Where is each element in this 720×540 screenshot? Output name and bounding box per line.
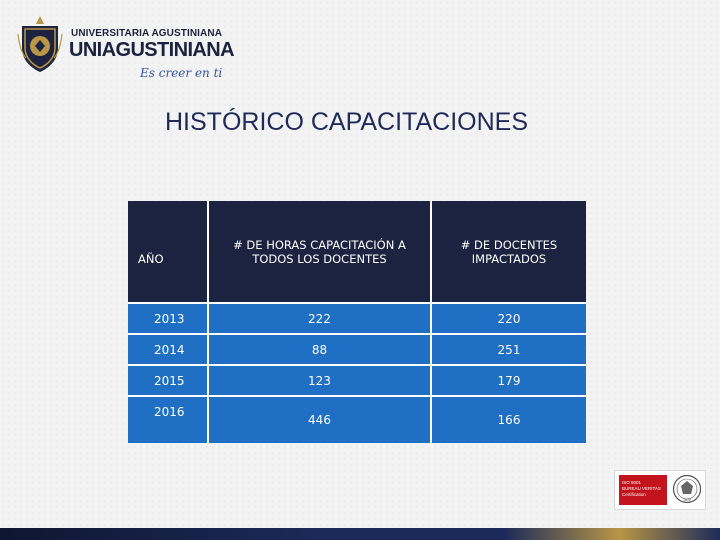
cell-year: 2013 <box>128 302 208 334</box>
cert-line-1: ISO 9001 <box>622 480 642 485</box>
header-training-hours: # DE HORAS CAPACITACIÓN A TODOS LOS DOCE… <box>207 201 431 303</box>
logo-line-1: UNIVERSITARIA AGUSTINIANA <box>71 28 223 39</box>
university-crest-icon <box>17 16 63 72</box>
cell-teachers: 220 <box>430 302 586 334</box>
logo-slogan: Es creer en ti <box>140 66 223 80</box>
table-header-row: AÑO # DE HORAS CAPACITACIÓN A TODOS LOS … <box>128 201 586 303</box>
cell-year: 2016 <box>128 395 208 443</box>
certification-badge: ISO 9001 BUREAU VERITAS Certification 18… <box>614 470 706 510</box>
table-row: 2013 222 220 <box>128 302 586 334</box>
page-title: HISTÓRICO CAPACITACIONES <box>165 108 529 136</box>
footer-bar <box>0 528 720 540</box>
cell-hours: 88 <box>207 333 431 365</box>
cell-teachers: 166 <box>430 395 586 443</box>
cell-teachers: 251 <box>430 333 586 365</box>
cell-hours: 222 <box>207 302 431 334</box>
header-year: AÑO <box>128 201 208 303</box>
cell-hours: 123 <box>207 364 431 396</box>
cell-teachers: 179 <box>430 364 586 396</box>
cell-year: 2015 <box>128 364 208 396</box>
seal-year: 1828 <box>683 498 691 502</box>
cell-year: 2014 <box>128 333 208 365</box>
bureau-veritas-seal-icon: 1828 <box>672 474 702 504</box>
cell-hours: 446 <box>207 395 431 443</box>
cert-line-3: Certification <box>622 492 646 497</box>
header-teachers-impacted: # DE DOCENTES IMPACTADOS <box>430 201 586 303</box>
table-row: 2015 123 179 <box>128 364 586 396</box>
table-row: 2014 88 251 <box>128 333 586 365</box>
iso-certification-label: ISO 9001 BUREAU VERITAS Certification <box>619 475 667 505</box>
training-history-table: AÑO # DE HORAS CAPACITACIÓN A TODOS LOS … <box>128 201 586 443</box>
logo-line-2: UNIAGUSTINIANA <box>69 39 235 61</box>
cert-line-2: BUREAU VERITAS <box>622 486 661 491</box>
university-logo: UNIVERSITARIA AGUSTINIANA UNIAGUSTINIANA… <box>16 14 235 80</box>
table-row: 2016 446 166 <box>128 395 586 443</box>
